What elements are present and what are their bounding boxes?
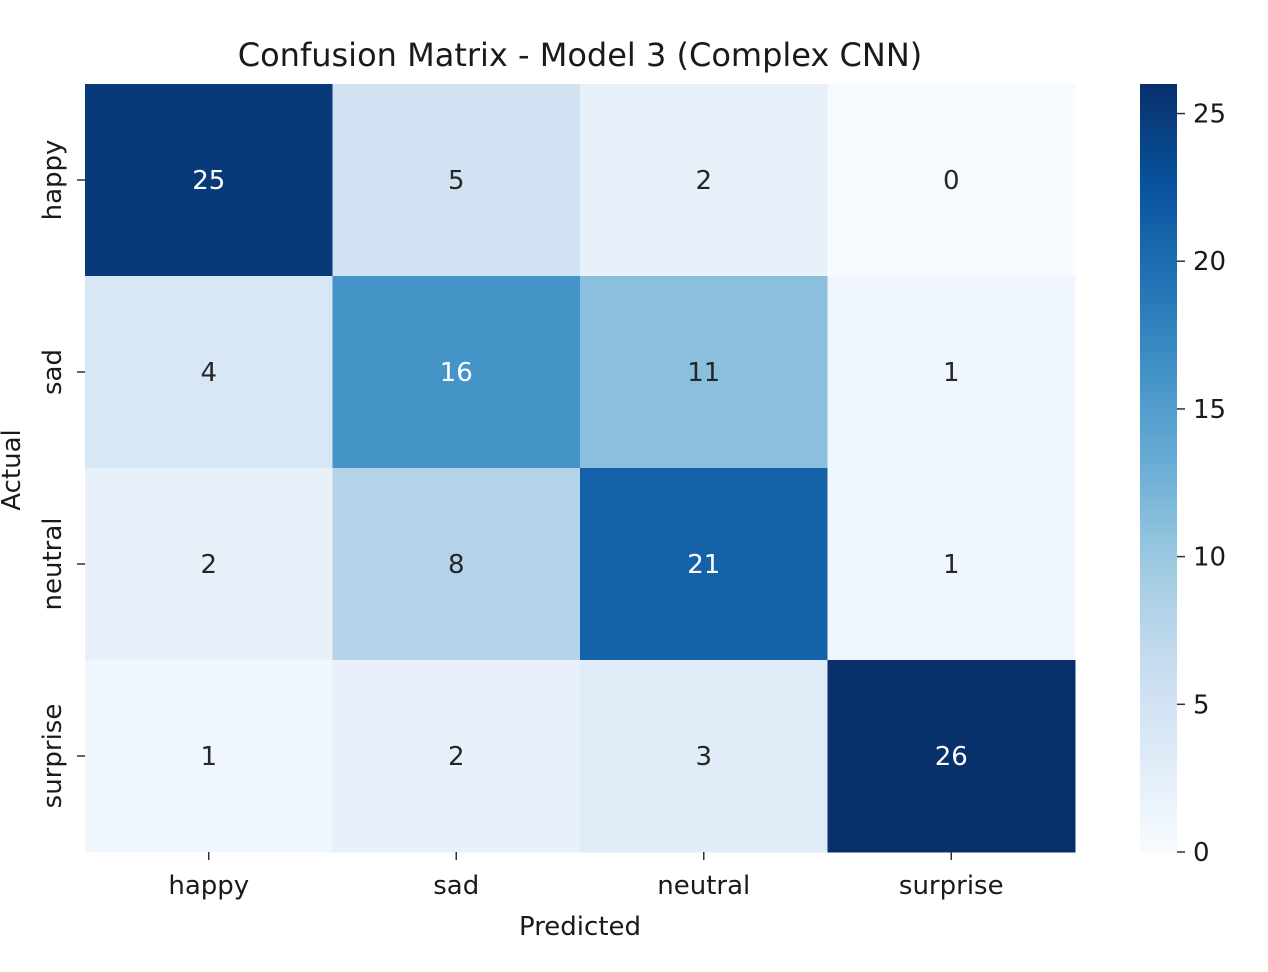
colorbar-tick-label: 25 [1193, 100, 1226, 130]
cell-value-label: 2 [448, 742, 465, 772]
cell-value-label: 8 [448, 550, 465, 580]
x-axis: happy sad neutral surprise [168, 852, 1004, 901]
heatmap-cell [332, 468, 581, 661]
x-tick-label: neutral [657, 871, 750, 901]
colorbar-tick-label: 15 [1193, 395, 1226, 425]
colorbar-tick-label: 10 [1193, 543, 1226, 573]
y-axis-label: Actual [0, 429, 27, 510]
x-tick-label: happy [168, 871, 249, 901]
y-tick-label: surprise [38, 704, 68, 809]
colorbar: 0 5 10 15 20 25 [1140, 84, 1226, 868]
heatmap-cells: 25 5 2 04 16 11 12 8 21 11 2 3 26 [85, 84, 1076, 853]
cell-value-label: 25 [192, 166, 225, 196]
y-tick-label: happy [38, 140, 68, 221]
heatmap-cell [580, 660, 828, 853]
y-tick-label: neutral [38, 518, 68, 611]
colorbar-tick-label: 0 [1193, 838, 1210, 868]
x-tick-label: sad [433, 871, 479, 901]
heatmap-cell [332, 84, 581, 277]
colorbar-gradient [1140, 84, 1177, 852]
cell-value-label: 0 [943, 166, 960, 196]
heatmap-cell [85, 84, 333, 277]
heatmap-cell [580, 84, 828, 277]
cell-value-label: 4 [200, 358, 217, 388]
cell-value-label: 26 [935, 742, 968, 772]
x-tick-label: surprise [899, 871, 1004, 901]
y-axis: happy sad neutral surprise [38, 140, 85, 809]
x-axis-label: Predicted [519, 912, 641, 942]
heatmap-cell [332, 276, 581, 469]
heatmap-cell [827, 84, 1076, 277]
cell-value-label: 1 [200, 742, 217, 772]
heatmap-cell [827, 276, 1076, 469]
heatmap-cell [827, 468, 1076, 661]
heatmap-cell [85, 660, 333, 853]
cell-value-label: 11 [687, 358, 720, 388]
cell-value-label: 5 [448, 166, 465, 196]
cell-value-label: 21 [687, 550, 720, 580]
colorbar-tick-label: 20 [1193, 247, 1226, 277]
chart-title: Confusion Matrix - Model 3 (Complex CNN) [238, 36, 922, 74]
cell-value-label: 16 [440, 358, 473, 388]
heatmap-cell [580, 276, 828, 469]
y-tick-label: sad [38, 349, 68, 395]
cell-value-label: 2 [695, 166, 712, 196]
heatmap-cell [827, 660, 1076, 853]
cell-value-label: 3 [695, 742, 712, 772]
heatmap-cell [85, 276, 333, 469]
heatmap-cell [580, 468, 828, 661]
cell-value-label: 2 [200, 550, 217, 580]
cell-value-label: 1 [943, 358, 960, 388]
colorbar-tick-label: 5 [1193, 690, 1210, 720]
heatmap-cell [85, 468, 333, 661]
heatmap-cell [332, 660, 581, 853]
cell-value-label: 1 [943, 550, 960, 580]
